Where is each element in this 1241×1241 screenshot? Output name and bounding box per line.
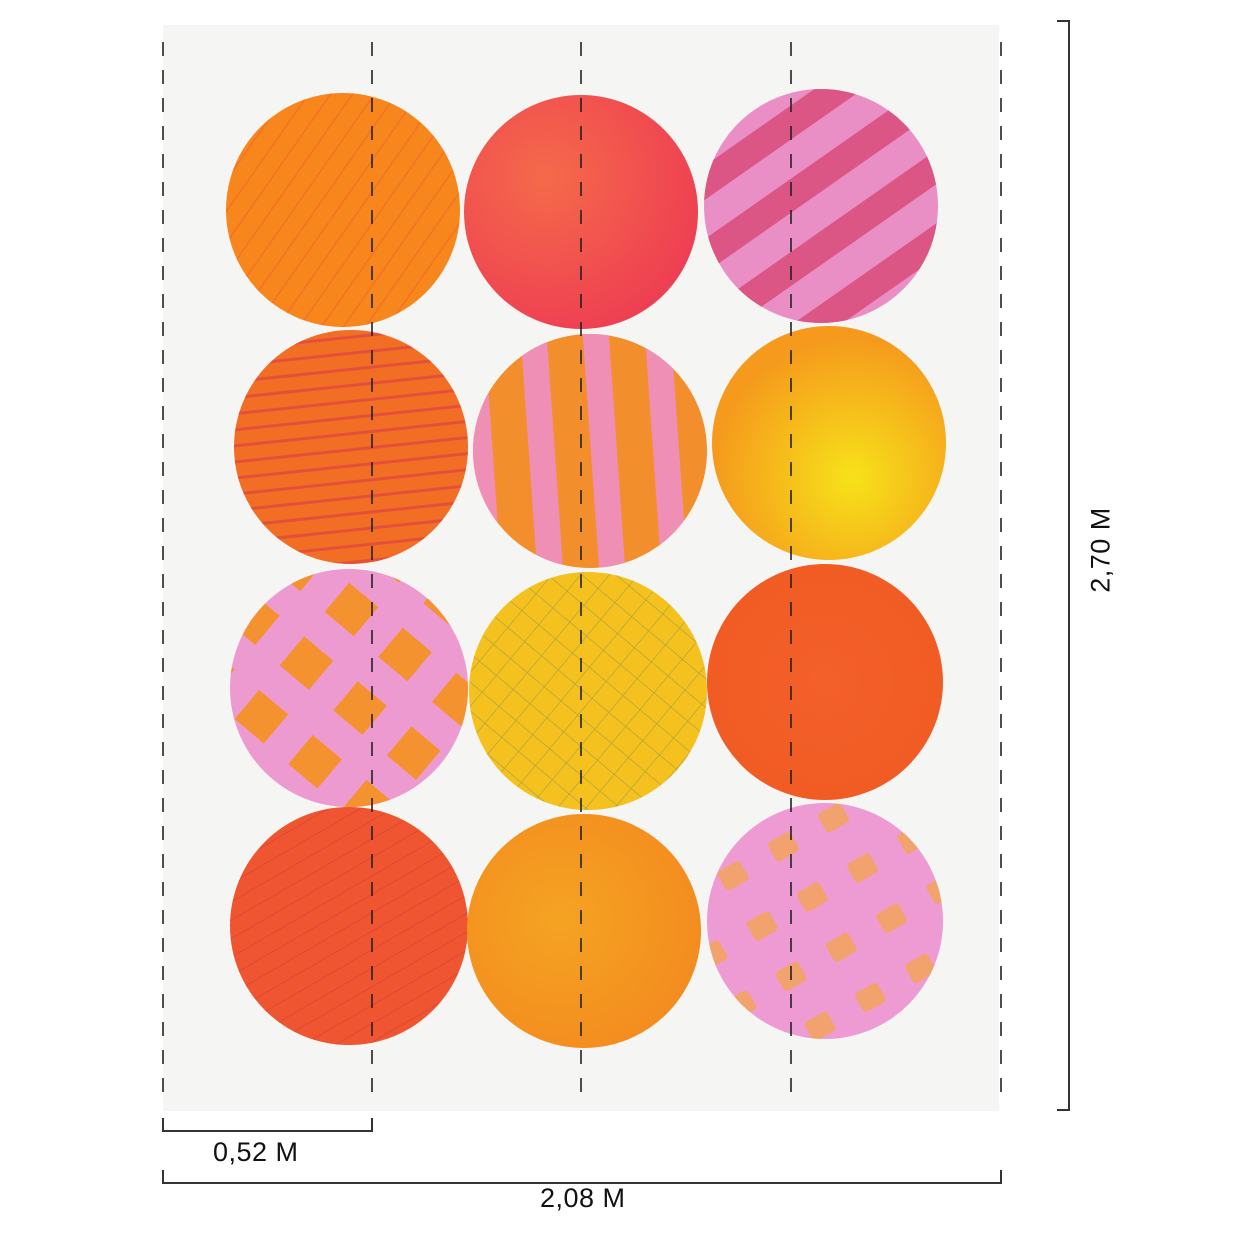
circle-r2c2 [473, 334, 707, 568]
total-width-bracket [162, 1170, 1002, 1184]
circle-r4c1 [230, 807, 468, 1045]
circle-texture [230, 807, 468, 1045]
circle-r1c3 [704, 89, 938, 323]
circle-r2c3 [712, 326, 946, 560]
circle-texture [473, 334, 707, 568]
circle-texture [469, 572, 707, 810]
circle-r3c2 [469, 572, 707, 810]
total-width-label: 2,08 M [540, 1183, 626, 1213]
circle-r2c1 [234, 330, 468, 564]
circle-texture [226, 93, 460, 327]
circle-grid [226, 89, 946, 1048]
circle-base [467, 814, 701, 1048]
height-label: 2,70 M [1085, 507, 1116, 593]
panel-width-label: 0,52 M [213, 1137, 299, 1167]
circle-r3c3 [707, 564, 943, 800]
circle-r3c1 [230, 569, 468, 807]
circle-texture [707, 803, 943, 1039]
circle-texture [230, 569, 468, 807]
circle-base [712, 326, 946, 560]
circle-texture [704, 89, 938, 323]
circle-texture [234, 330, 468, 564]
circle-r4c3 [707, 803, 943, 1039]
panel-width-bracket [162, 1118, 373, 1132]
circle-base [707, 564, 943, 800]
dimension-lines [162, 20, 1070, 1184]
circle-r4c2 [467, 814, 701, 1048]
panel-seam-lines [162, 42, 1002, 1104]
circle-r1c1 [226, 93, 460, 327]
height-bracket [1057, 20, 1070, 1111]
